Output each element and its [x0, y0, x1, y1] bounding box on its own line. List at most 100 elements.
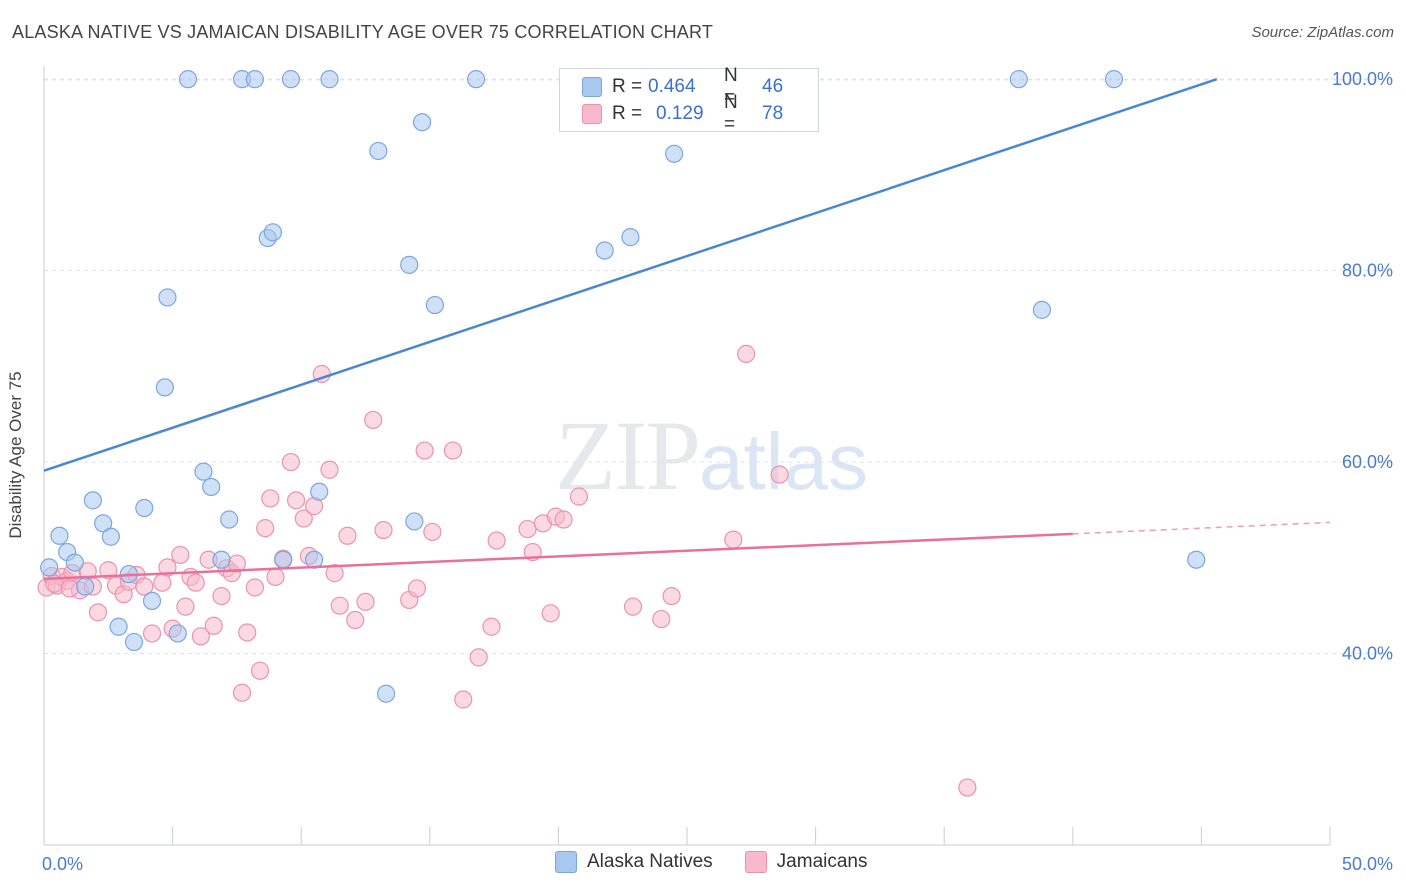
y-axis-label: Disability Age Over 75 — [6, 371, 25, 539]
jamaica-point — [286, 491, 306, 510]
alaska-point — [109, 617, 128, 636]
n-label: N = — [724, 92, 738, 135]
chart-title: ALASKA NATIVE VS JAMAICAN DISABILITY AGE… — [12, 22, 714, 42]
alaska-point — [466, 70, 486, 89]
jamaica-point — [191, 627, 210, 646]
n-value: 46 — [762, 76, 784, 97]
alaska-point — [178, 70, 198, 89]
jamaica-legend-swatch — [744, 851, 767, 873]
legend-label: Alaska Natives — [587, 851, 713, 872]
jamaica-point — [320, 460, 339, 479]
r-value: 0.129 — [656, 103, 704, 124]
jamaica-point — [487, 531, 506, 550]
alaska-point — [412, 113, 432, 132]
alaska-point — [158, 288, 177, 307]
axis-layer — [43, 66, 1331, 846]
jamaica-point — [469, 648, 488, 667]
legend-item-jamaica: Jamaicans — [744, 851, 868, 873]
r-label: R = — [612, 76, 643, 97]
jamaica-point — [454, 690, 473, 709]
alaska-legend-swatch — [555, 851, 577, 873]
legend-row-jamaica: R = 0.129 N = 78 — [582, 92, 784, 135]
jamaica-point — [407, 579, 427, 598]
alaska-point — [135, 498, 154, 518]
y-tick-label: 40.0% — [1342, 644, 1393, 664]
legend-row-alaska: R = 0.464 N = 46 — [582, 65, 784, 108]
jamaica-point — [356, 592, 375, 611]
jamaica-point — [569, 487, 589, 506]
alaska-point — [194, 462, 213, 481]
alaska-point — [665, 144, 684, 163]
jamaica-point — [294, 509, 313, 528]
jamaica-point — [204, 616, 223, 635]
alaska-point — [1187, 550, 1206, 569]
x-tick-label: 50.0% — [1342, 854, 1393, 874]
jamaica-point — [958, 778, 977, 797]
y-tick-label: 60.0% — [1342, 452, 1393, 472]
jamaica-point — [338, 526, 357, 545]
jamaica-point — [142, 624, 162, 643]
jamaica-point — [256, 519, 275, 538]
jamaica-point — [135, 577, 154, 596]
jamaica-point — [171, 545, 190, 565]
legend-label: Jamaicans — [776, 851, 868, 872]
jamaica-point — [281, 452, 301, 472]
alaska-point — [220, 510, 239, 529]
watermark-atlas: atlas — [699, 417, 868, 506]
alaska-point — [76, 577, 95, 596]
points-layer — [37, 70, 1206, 797]
jamaica-point — [330, 596, 349, 615]
alaska-point — [400, 255, 419, 274]
alaska-point — [595, 241, 614, 260]
alaska-point — [142, 591, 162, 610]
alaska-point — [310, 482, 329, 501]
jamaica-point — [737, 344, 756, 363]
alaska-point — [202, 477, 221, 497]
alaska-point — [50, 526, 69, 545]
jamaica-point — [99, 561, 118, 580]
jamaica-point — [261, 489, 280, 508]
jamaica-point — [238, 623, 257, 642]
grid-layer — [44, 78, 1392, 655]
jamaica-point — [662, 586, 681, 606]
jamaica-swatch — [582, 104, 602, 124]
jamaica-point — [60, 579, 79, 598]
alaska-swatch — [582, 77, 602, 97]
jamaica-point — [652, 609, 671, 629]
alaska-point — [83, 491, 102, 510]
alaska-point — [155, 378, 174, 397]
jamaica-point — [554, 510, 573, 529]
alaska-point — [40, 558, 59, 577]
jamaica-point — [770, 465, 789, 484]
series-legend: Alaska Natives Jamaicans — [555, 851, 900, 873]
jamaica-point — [186, 573, 205, 592]
jamaica-trendline — [43, 532, 1073, 581]
jamaica-point — [623, 597, 643, 616]
alaska-point — [1009, 70, 1028, 89]
jamaica-point — [374, 520, 393, 540]
source-credit: Source: ZipAtlas.com — [1251, 24, 1394, 41]
alaska-point — [263, 223, 283, 242]
r-label: R = — [612, 103, 643, 124]
tick-labels: 100.0% 80.0% 60.0% 40.0% 0.0% 50.0% — [42, 69, 1393, 874]
jamaica-point — [158, 558, 177, 577]
alaska-point — [369, 141, 388, 161]
jamaica-point — [176, 597, 195, 616]
alaska-point — [1032, 300, 1052, 319]
alaska-point — [1104, 70, 1124, 89]
jamaica-point — [153, 573, 172, 592]
jamaica-point — [266, 567, 285, 587]
jamaica-point — [482, 617, 501, 636]
jamaica-point — [724, 530, 743, 549]
n-value: 78 — [762, 103, 784, 124]
alaska-point — [168, 624, 187, 643]
alaska-point — [65, 553, 84, 572]
alaska-point — [212, 550, 231, 569]
alaska-point — [621, 228, 640, 247]
alaska-point — [320, 70, 339, 89]
jamaica-point — [232, 683, 252, 702]
alaska-point — [376, 684, 396, 703]
jamaica-point — [541, 604, 560, 623]
x-tick-label: 0.0% — [42, 854, 83, 874]
y-tick-label: 100.0% — [1332, 69, 1393, 89]
